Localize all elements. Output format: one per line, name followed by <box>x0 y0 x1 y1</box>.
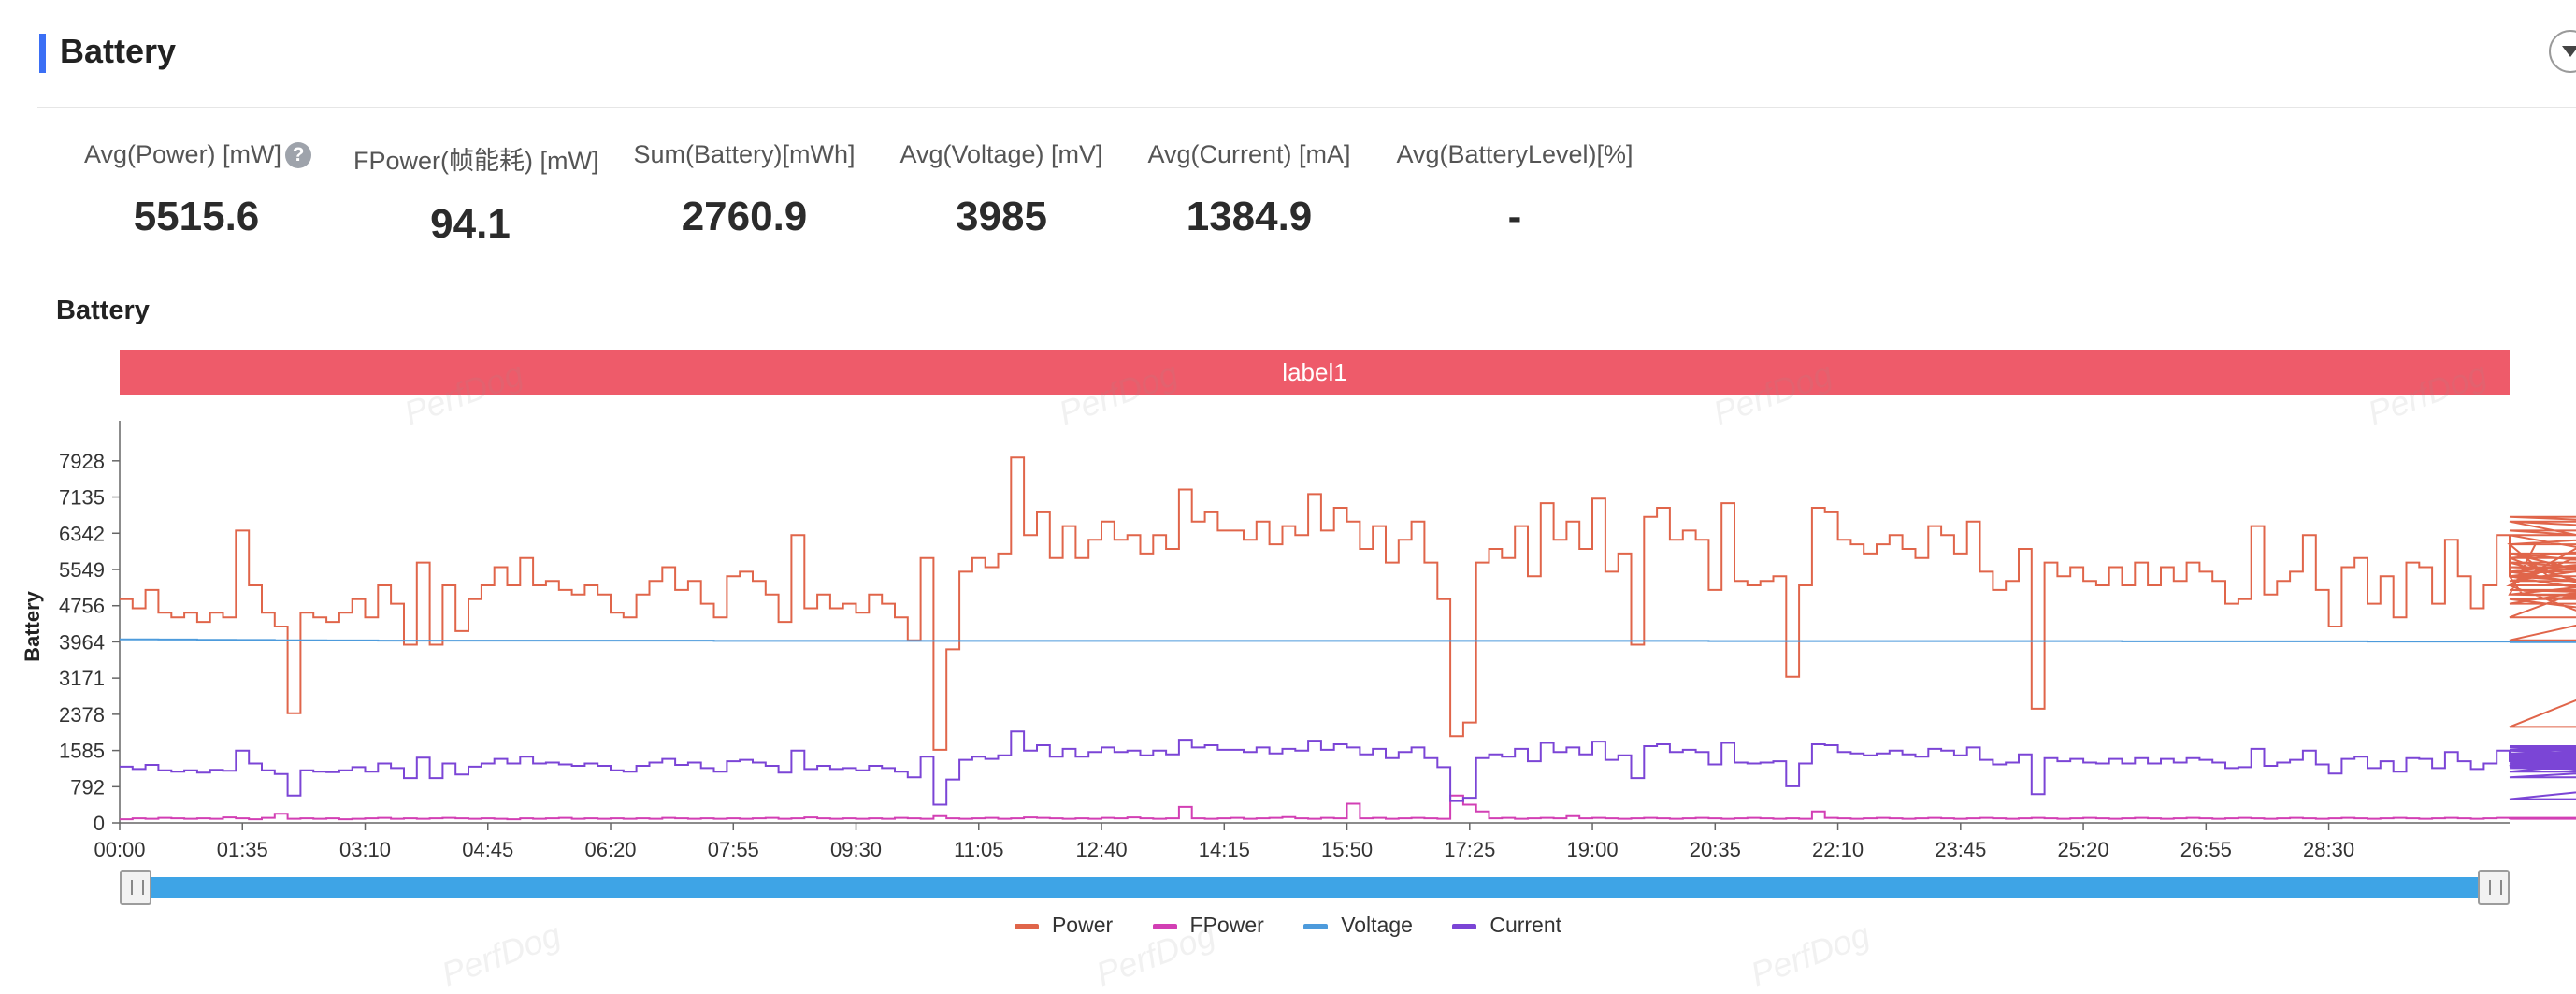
grip-icon <box>2489 880 2502 895</box>
y-tick-label: 0 <box>94 812 105 835</box>
metric-fpower: FPower(帧能耗) [mW] 94.1 <box>353 140 599 248</box>
legend-item-current[interactable]: Current <box>1452 913 1561 938</box>
metric-label: FPower(帧能耗) [mW] <box>353 147 599 175</box>
metric-avg-voltage: Avg(Voltage) [mV] 3985 <box>894 140 1109 240</box>
y-tick-label: 792 <box>70 775 105 799</box>
x-tick-label: 19:00 <box>1567 838 1619 860</box>
legend-item-fpower[interactable]: FPower <box>1152 913 1264 938</box>
legend-swatch <box>1303 923 1329 929</box>
x-tick-label: 09:30 <box>830 838 882 860</box>
metric-value: 2760.9 <box>681 194 808 239</box>
x-tick-label: 11:05 <box>954 838 1003 860</box>
metric-avg-battery-level: Avg(BatteryLevel)[%] - <box>1393 140 1636 240</box>
x-tick-label: 03:10 <box>339 838 391 860</box>
y-tick-label: 1585 <box>59 740 105 763</box>
y-tick-label: 6342 <box>59 522 105 545</box>
x-tick-label: 14:15 <box>1199 838 1250 860</box>
metric-label: Avg(Power) [mW] <box>84 140 282 168</box>
x-tick-label: 07:55 <box>708 838 759 860</box>
y-axis-label: Battery <box>21 590 44 662</box>
legend-label: FPower <box>1189 913 1264 937</box>
chevron-down-icon <box>2562 46 2576 57</box>
y-tick-label: 2378 <box>59 703 105 727</box>
panel-title: Battery <box>60 32 177 70</box>
metric-label: Avg(Current) [mA] <box>1147 140 1351 168</box>
legend-label: Current <box>1489 913 1562 937</box>
x-tick-label: 26:55 <box>2180 838 2232 860</box>
x-tick-label: 04:45 <box>462 838 513 860</box>
legend-item-voltage[interactable]: Voltage <box>1303 913 1413 938</box>
metric-value: 94.1 <box>430 201 511 247</box>
series-line-power <box>120 456 2576 751</box>
x-tick-label: 01:35 <box>217 838 268 860</box>
legend-label: Voltage <box>1341 913 1413 937</box>
metric-value: 5515.6 <box>133 194 260 239</box>
y-tick-label: 7135 <box>59 486 105 510</box>
slider-end-handle[interactable] <box>2478 870 2510 905</box>
y-tick-label: 3171 <box>59 667 105 690</box>
x-tick-label: 00:00 <box>94 838 145 860</box>
series-line-fpower <box>120 794 2576 821</box>
metric-label: Avg(Voltage) [mV] <box>899 140 1103 168</box>
x-tick-label: 23:45 <box>1935 838 1986 860</box>
panel-accent-bar <box>39 34 46 73</box>
metric-value: - <box>1507 194 1522 239</box>
legend-label: Power <box>1051 913 1114 937</box>
x-tick-label: 06:20 <box>584 838 636 860</box>
battery-chart: 0 792 1585 2378 3171 3964 4756 5549 6342 7135 7928… <box>21 421 2576 860</box>
y-tick-label: 5549 <box>59 558 105 582</box>
x-tick-label: 28:30 <box>2303 838 2354 860</box>
metric-label: Avg(BatteryLevel)[%] <box>1396 140 1633 168</box>
y-tick-label: 3964 <box>59 630 105 654</box>
x-tick-label: 12:40 <box>1076 838 1128 860</box>
legend-item-power[interactable]: Power <box>1014 913 1114 938</box>
chart-legend: Power FPower Voltage Current <box>0 913 2576 938</box>
legend-swatch <box>1014 923 1039 929</box>
y-tick-label: 7928 <box>59 450 105 473</box>
collapse-button[interactable] <box>2549 30 2576 73</box>
series-line-current <box>120 730 2576 806</box>
label-bar[interactable]: label1 <box>120 350 2510 395</box>
chart-title: Battery <box>56 295 150 325</box>
metric-sum-battery: Sum(Battery)[mWh] 2760.9 <box>632 140 856 240</box>
panel-header: Battery <box>37 24 2576 108</box>
y-tick-label: 4756 <box>59 595 105 618</box>
metric-label: Sum(Battery)[mWh] <box>633 140 856 168</box>
metric-value: 1384.9 <box>1186 194 1313 239</box>
x-tick-label: 22:10 <box>1812 838 1864 860</box>
metric-avg-current: Avg(Current) [mA] 1384.9 <box>1146 140 1352 240</box>
grip-icon <box>131 880 144 895</box>
metric-value: 3985 <box>956 194 1047 239</box>
series-line-voltage <box>120 638 2576 643</box>
metric-avg-power: Avg(Power) [mW]? 5515.6 <box>84 140 312 240</box>
x-tick-label: 17:25 <box>1444 838 1495 860</box>
x-tick-label: 20:35 <box>1690 838 1741 860</box>
x-tick-label: 15:50 <box>1321 838 1373 860</box>
help-icon[interactable]: ? <box>285 142 312 168</box>
time-range-slider[interactable] <box>120 877 2510 898</box>
legend-swatch <box>1452 923 1477 929</box>
x-tick-label: 25:20 <box>2058 838 2109 860</box>
slider-start-handle[interactable] <box>120 870 151 905</box>
legend-swatch <box>1152 923 1177 929</box>
